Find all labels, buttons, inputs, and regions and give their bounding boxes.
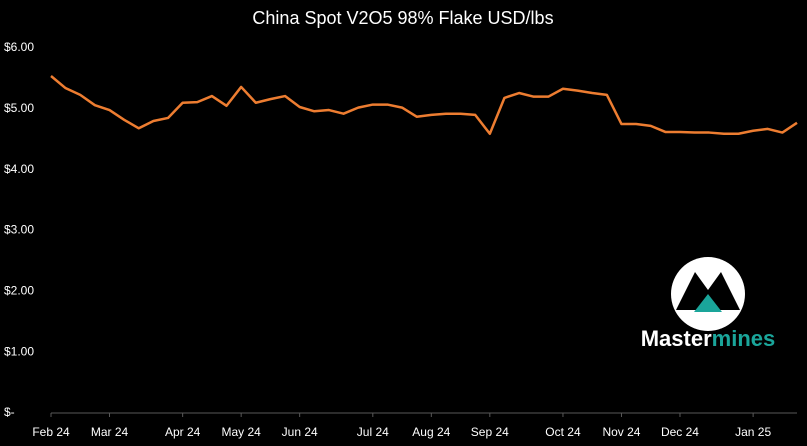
logo-mountain [676,272,740,310]
logo-text: Mastermines [641,326,776,351]
x-tick-label: Jun 24 [282,425,318,439]
logo-text-main: Master [641,326,712,351]
logo: Mastermines [641,257,776,351]
line-series [50,75,798,136]
y-tick-label: $- [4,405,15,419]
y-tick-label: $4.00 [4,162,34,176]
y-tick-label: $1.00 [4,344,34,358]
y-tick-label: $2.00 [4,284,34,298]
x-tick-label: Sep 24 [471,425,509,439]
y-tick-label: $6.00 [4,40,34,54]
x-tick-label: Dec 24 [661,425,699,439]
chart-title: China Spot V2O5 98% Flake USD/lbs [252,8,553,28]
x-tick-label: Jul 24 [357,425,389,439]
logo-text-accent: mines [712,326,776,351]
x-tick-label: Aug 24 [412,425,450,439]
x-tick-label: Mar 24 [91,425,129,439]
x-tick-label: Jan 25 [735,425,771,439]
x-tick-label: Oct 24 [545,425,581,439]
x-tick-label: Apr 24 [165,425,201,439]
y-tick-label: $5.00 [4,101,34,115]
x-tick-label: Feb 24 [32,425,70,439]
y-tick-label: $3.00 [4,223,34,237]
logo-peak [694,294,722,312]
x-tick-label: May 24 [221,425,261,439]
x-tick-label: Nov 24 [602,425,640,439]
